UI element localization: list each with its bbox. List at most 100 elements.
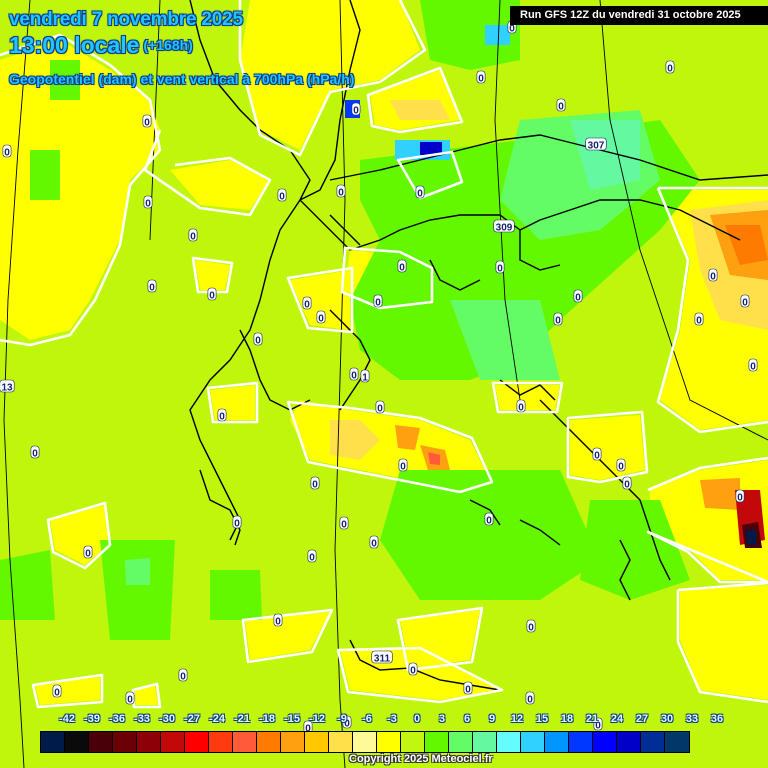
zero-contour [191,256,234,294]
legend-tick: -18 [259,713,275,725]
svg-text:0: 0 [275,617,281,628]
coastline [469,499,501,526]
zero-contour [286,266,354,334]
contour-label: 0 [302,296,312,311]
svg-text:0: 0 [312,480,318,491]
legend-tick: -27 [184,713,200,725]
svg-text:0: 0 [304,300,310,311]
contour-label: 0 [373,294,383,309]
shading-area [330,420,380,460]
zero-contour [0,33,162,347]
svg-text:0: 0 [478,74,484,85]
svg-text:0: 0 [145,199,151,210]
legend-tick: -9 [337,713,347,725]
contour-label: 0 [125,691,135,706]
shading-area [35,677,100,705]
svg-text:0: 0 [594,451,600,462]
forecast-date: vendredi 7 novembre 2025 [9,9,243,30]
coastline [519,519,561,546]
contour-label: 0 [592,447,602,462]
contour-label: 0 [735,489,745,504]
shading-area [170,160,270,210]
legend-swatch [113,732,137,752]
legend-tick: -3 [387,713,397,725]
zero-contour [31,673,104,709]
zero-contour [396,150,464,200]
coastline [189,0,311,541]
svg-text:0: 0 [341,520,347,531]
svg-text:0: 0 [371,539,377,550]
shading-area [495,385,560,410]
contour-label: 0 [665,60,675,75]
legend-tick: 9 [488,713,496,725]
svg-text:0: 0 [219,412,225,423]
shading-area [570,415,645,480]
coastline [499,379,556,401]
svg-text:0: 0 [209,291,215,302]
contour-label: 0 [593,717,603,732]
zero-contour [656,187,768,434]
shading-area [30,150,60,200]
copyright: Copyright 2025 Meteociel.fr [349,753,493,765]
shading-area [395,425,420,450]
svg-text:0: 0 [555,316,561,327]
shading-area [100,540,175,640]
legend-tick: 0 [413,713,421,725]
svg-text:0: 0 [497,264,503,275]
shading-area [125,558,150,585]
meridian-line [599,0,768,441]
svg-text:0: 0 [351,371,357,382]
shading-area [50,505,108,565]
shading-area [245,612,330,660]
contour-label: 0 [398,458,408,473]
zero-contour [491,381,564,414]
shading-area [0,550,55,620]
contour-label: 0 [310,476,320,491]
shading-area [428,452,440,465]
legend-tick: 33 [685,713,699,725]
svg-text:0: 0 [595,721,601,732]
geopotential-label: 311 [371,650,393,665]
contour-label: 0 [52,684,62,699]
svg-text:0: 0 [85,549,91,560]
coastline [239,329,311,411]
legend-tick: 36 [710,713,724,725]
shading-area [420,0,520,70]
legend-tick: 27 [635,713,649,725]
contour-label: 0 [277,188,287,203]
svg-text:0: 0 [465,685,471,696]
legend-swatch [617,732,641,752]
coastline [429,259,481,291]
svg-text:0: 0 [710,272,716,283]
legend-swatch [65,732,89,752]
legend-swatch [353,732,377,752]
geopotential-label: 309 [493,219,515,234]
legend-swatch [665,732,689,752]
contour-label: 0 [273,613,283,628]
svg-text:0: 0 [509,24,515,35]
legend-swatch [257,732,281,752]
svg-text:0: 0 [399,263,405,274]
svg-text:0: 0 [149,283,155,294]
svg-text:13: 13 [1,383,13,394]
zero-contour [46,501,112,570]
contour-label: 0 [316,310,326,325]
svg-text:0: 0 [279,192,285,203]
shading-area [485,25,510,45]
contour-label: 0 [408,662,418,677]
legend-tick: -33 [134,713,150,725]
svg-text:0: 0 [180,672,186,683]
svg-text:0: 0 [32,449,38,460]
geopotential-label: 307 [585,137,607,152]
svg-text:0: 0 [518,403,524,414]
legend-swatch [521,732,545,752]
shading-area [390,100,450,120]
shading-area [580,500,690,600]
legend-swatch [449,732,473,752]
forecast-time-label: 13:00 locale [9,32,140,58]
contour-label: 0 [526,619,536,634]
legend-tick: 12 [510,713,524,725]
svg-text:0: 0 [750,362,756,373]
svg-text:311: 311 [374,654,391,665]
legend-tick: -42 [59,713,75,725]
